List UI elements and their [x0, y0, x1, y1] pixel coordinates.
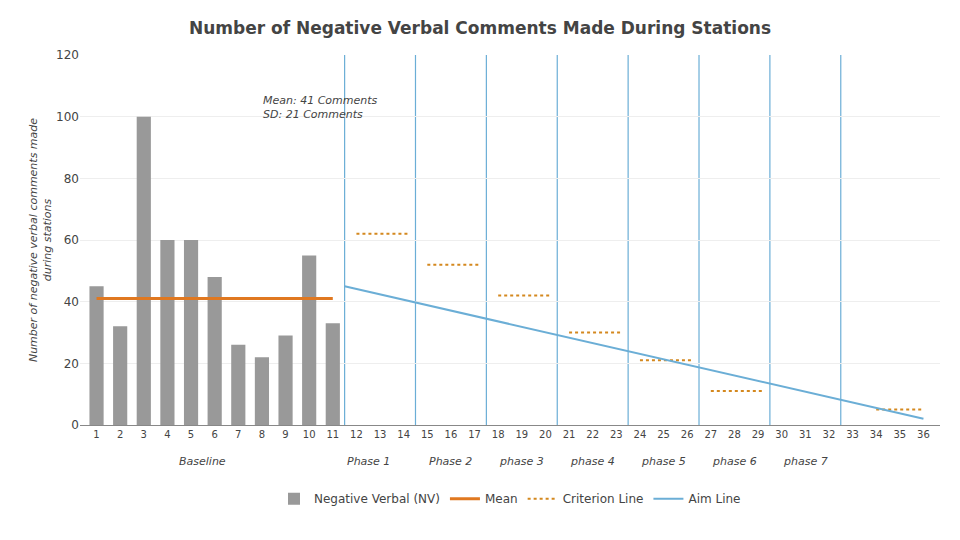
svg-text:Baseline: Baseline [179, 455, 226, 468]
svg-text:phase 6: phase 6 [712, 455, 757, 468]
svg-text:Mean: 41 CommentsSD: 21 Commen: Mean: 41 CommentsSD: 21 Comments [263, 94, 378, 121]
svg-text:33: 33 [846, 429, 859, 440]
svg-text:Phase 2: Phase 2 [429, 455, 472, 468]
svg-text:Number of Negative Verbal Comm: Number of Negative Verbal Comments Made … [189, 18, 771, 38]
svg-text:9: 9 [282, 429, 288, 440]
svg-text:1: 1 [93, 429, 99, 440]
svg-text:30: 30 [775, 429, 788, 440]
svg-text:Aim Line: Aim Line [688, 492, 740, 506]
svg-text:21: 21 [563, 429, 576, 440]
svg-text:26: 26 [681, 429, 694, 440]
svg-text:4: 4 [164, 429, 170, 440]
svg-text:5: 5 [188, 429, 194, 440]
svg-text:28: 28 [728, 429, 741, 440]
svg-text:phase 5: phase 5 [641, 455, 686, 468]
svg-text:23: 23 [610, 429, 623, 440]
svg-text:24: 24 [634, 429, 647, 440]
svg-text:Phase 1: Phase 1 [347, 455, 390, 468]
svg-text:11: 11 [326, 429, 339, 440]
svg-text:12: 12 [350, 429, 363, 440]
svg-text:22: 22 [586, 429, 599, 440]
svg-text:phase 4: phase 4 [570, 455, 615, 468]
svg-text:40: 40 [64, 295, 79, 309]
svg-text:100: 100 [56, 110, 79, 124]
svg-text:6: 6 [211, 429, 217, 440]
svg-text:32: 32 [823, 429, 836, 440]
svg-text:29: 29 [752, 429, 765, 440]
svg-text:Mean: Mean [485, 492, 518, 506]
svg-text:27: 27 [704, 429, 717, 440]
svg-text:35: 35 [893, 429, 906, 440]
svg-text:25: 25 [657, 429, 670, 440]
svg-text:Negative Verbal (NV): Negative Verbal (NV) [314, 492, 440, 506]
svg-text:13: 13 [374, 429, 387, 440]
svg-text:20: 20 [539, 429, 552, 440]
svg-text:15: 15 [421, 429, 434, 440]
svg-text:60: 60 [64, 233, 79, 247]
svg-text:10: 10 [303, 429, 316, 440]
svg-text:17: 17 [468, 429, 481, 440]
svg-text:8: 8 [259, 429, 265, 440]
svg-text:2: 2 [117, 429, 123, 440]
svg-text:31: 31 [799, 429, 812, 440]
svg-text:14: 14 [397, 429, 410, 440]
svg-text:0: 0 [71, 418, 79, 432]
svg-text:34: 34 [870, 429, 883, 440]
svg-text:7: 7 [235, 429, 241, 440]
svg-text:18: 18 [492, 429, 505, 440]
svg-text:Number of negative verbal comm: Number of negative verbal comments maded… [27, 118, 54, 362]
svg-text:20: 20 [64, 357, 79, 371]
svg-text:Criterion Line: Criterion Line [563, 492, 644, 506]
svg-text:phase 7: phase 7 [783, 455, 828, 468]
svg-text:19: 19 [515, 429, 528, 440]
svg-text:120: 120 [56, 48, 79, 62]
svg-text:phase 3: phase 3 [499, 455, 544, 468]
svg-text:16: 16 [445, 429, 458, 440]
svg-text:3: 3 [141, 429, 147, 440]
svg-text:80: 80 [64, 172, 79, 186]
svg-text:36: 36 [917, 429, 930, 440]
